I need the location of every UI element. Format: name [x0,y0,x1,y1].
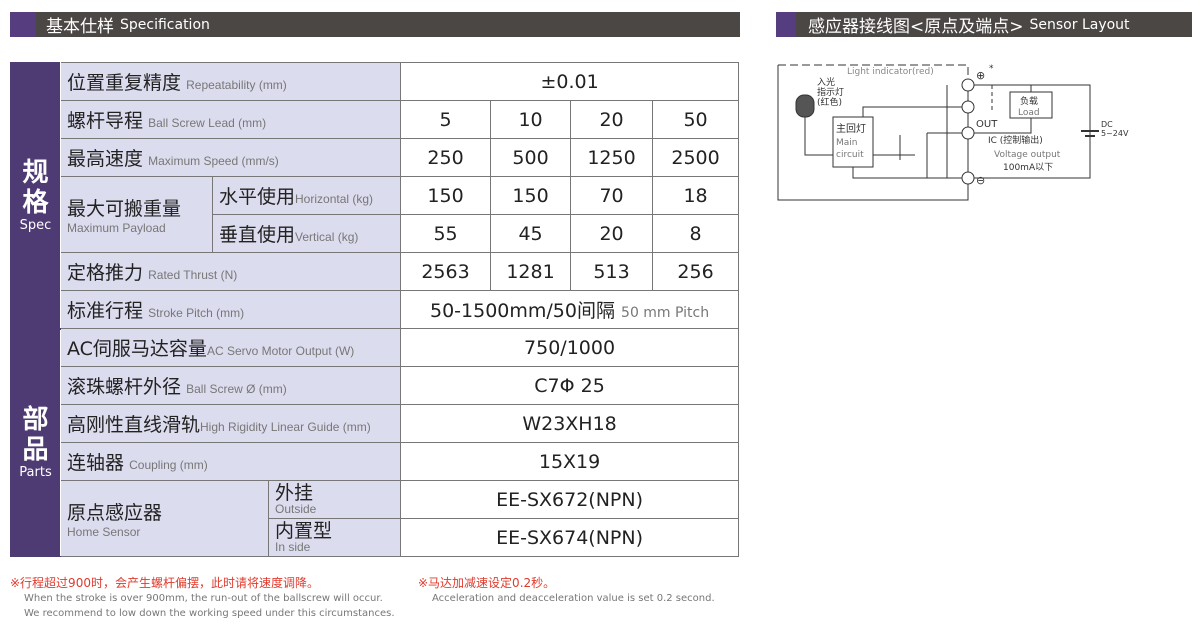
table-row: 连轴器 Coupling (mm) 15X19 [11,442,740,481]
spec-header-en: Specification [120,16,210,33]
svg-text:5~24V: 5~24V [1101,129,1129,138]
value-cell: 2563 [400,252,492,291]
value-cell: 500 [490,138,572,177]
note-accel-zh: ※马达加减速设定0.2秒。 [418,576,556,590]
value-cell: 18 [652,176,740,215]
note-stroke-en2: We recommend to low down the working spe… [24,608,395,619]
spec-header: 基本仕样 Specification [10,12,740,37]
svg-text:(红色): (红色) [817,96,842,108]
value-cell: 1281 [490,252,572,291]
value-cell: 250 [400,138,492,177]
value-coupling: 15X19 [400,442,740,481]
label-inside: 内置型 In side [267,518,402,557]
svg-text:Main: Main [836,138,858,148]
svg-text:⊕: ⊕ [976,69,985,82]
label-vertical: 垂直使用Vertical (kg) [211,214,402,253]
sensor-header: 感应器接线图<原点及端点> Sensor Layout [776,12,1192,37]
value-cell: 45 [490,214,572,253]
label-home-sensor: 原点感应器 Home Sensor [60,480,269,557]
table-row: 规格 Spec 位置重复精度 Repeatability (mm) ±0.01 [10,62,740,329]
table-row: 定格推力 Rated Thrust (N) 2563 1281 513 256 [11,252,740,291]
value-cell: 150 [400,176,492,215]
value-cell: 8 [652,214,740,253]
sensor-header-en: Sensor Layout [1029,16,1130,33]
section-spec: 规格 Spec [10,62,61,329]
label-motor: AC伺服马达容量AC Servo Motor Output (W) [59,328,402,367]
label-guide: 高刚性直线滑轨High Rigidity Linear Guide (mm) [59,404,402,443]
note-stroke: ※行程超过900时，会产生螺杆偏摆，此时请将速度调降。 When the str… [10,574,395,621]
svg-text:指示灯: 指示灯 [817,86,844,98]
value-cell: 5 [400,100,492,139]
label-outside: 外挂 Outside [267,480,402,519]
value-motor: 750/1000 [400,328,740,367]
value-cell: 20 [570,214,654,253]
sensor-boundary [777,65,969,201]
note-stroke-zh: ※行程超过900时，会产生螺杆偏摆，此时请将速度调降。 [10,576,319,590]
note-stroke-en1: When the stroke is over 900mm, the run-o… [24,593,383,604]
svg-text:IC (控制输出): IC (控制输出) [988,134,1043,146]
table-row: 原点感应器 Home Sensor 外挂 Outside EE-SX672(NPN) [11,480,740,557]
value-cell: 70 [570,176,654,215]
table-row: 最大可搬重量 Maximum Payload 水平使用Horizontal (kg… [11,176,740,253]
value-cell: 2500 [652,138,740,177]
svg-text:*: * [989,64,994,74]
spec-table: 规格 Spec 位置重复精度 Repeatability (mm) ±0.01 螺… [10,62,740,557]
load-box [1009,91,1053,119]
value-cell: 1250 [570,138,654,177]
value-outside: EE-SX672(NPN) [400,480,740,519]
svg-text:100mA以下: 100mA以下 [1003,163,1053,173]
table-row: 标准行程 Stroke Pitch (mm) 50-1500mm/50间隔 50… [11,290,740,329]
label-horizontal: 水平使用Horizontal (kg) [211,176,402,215]
svg-text:OUT: OUT [976,119,998,130]
note-accel-en: Acceleration and deacceleration value is… [432,593,715,604]
table-row: 垂直使用Vertical (kg) 55 45 20 8 [11,214,740,253]
label-payload: 最大可搬重量 Maximum Payload [60,176,213,253]
value-cell: 256 [652,252,740,291]
main-circuit-box [832,116,874,168]
label-screw: 滚珠螺杆外径 Ball Screw Ø (mm) [59,366,402,405]
value-cell: 50 [652,100,740,139]
svg-text:⊖: ⊖ [976,174,985,187]
value-cell: 150 [490,176,572,215]
label-coupling: 连轴器 Coupling (mm) [59,442,402,481]
table-row: 螺杆导程 Ball Screw Lead (mm) 5 10 20 50 [11,100,740,139]
table-row: 滚珠螺杆外径 Ball Screw Ø (mm) C7Φ 25 [11,366,740,405]
table-row: 内置型 In side EE-SX674(NPN) [11,518,740,557]
svg-text:DC: DC [1101,120,1113,129]
svg-text:Load: Load [1018,108,1040,118]
svg-text:入光: 入光 [817,76,835,88]
value-cell: 10 [490,100,572,139]
label-thrust: 定格推力 Rated Thrust (N) [59,252,402,291]
value-stroke: 50-1500mm/50间隔 50 mm Pitch [400,290,740,329]
sensor-header-zh: 感应器接线图<原点及端点> [808,17,1024,37]
svg-text:负载: 负载 [1020,95,1038,107]
dc-battery-icon [1081,130,1099,137]
value-screw: C7Φ 25 [400,366,740,405]
value-cell: 20 [570,100,654,139]
diagram-light-label: Light indicator(red) [847,67,934,77]
value-cell: 55 [400,214,492,253]
label-repeatability: 位置重复精度 Repeatability (mm) [59,62,402,101]
table-row: 高刚性直线滑轨High Rigidity Linear Guide (mm) W… [11,404,740,443]
value-guide: W23XH18 [400,404,740,443]
value-cell: 513 [570,252,654,291]
svg-text:circuit: circuit [836,150,864,160]
svg-text:Voltage output: Voltage output [994,150,1061,160]
sensor-wiring-diagram: Light indicator(red) 入光 指示灯 (红色) 主回灯 Mai… [777,64,1129,201]
value-inside: EE-SX674(NPN) [400,518,740,557]
label-lead: 螺杆导程 Ball Screw Lead (mm) [59,100,402,139]
led-icon [795,94,815,118]
section-parts: 部品 Parts [10,327,61,557]
table-row: 部品 Parts AC伺服马达容量AC Servo Motor Output (W… [10,327,740,557]
value-repeatability: ±0.01 [400,62,740,101]
table-row: 最高速度 Maximum Speed (mm/s) 250 500 1250 2500 [11,138,740,177]
svg-text:主回灯: 主回灯 [836,123,866,135]
label-stroke: 标准行程 Stroke Pitch (mm) [59,290,402,329]
label-speed: 最高速度 Maximum Speed (mm/s) [59,138,402,177]
spec-header-zh: 基本仕样 [46,17,114,37]
note-accel: ※马达加减速设定0.2秒。 Acceleration and deacceler… [418,574,715,606]
